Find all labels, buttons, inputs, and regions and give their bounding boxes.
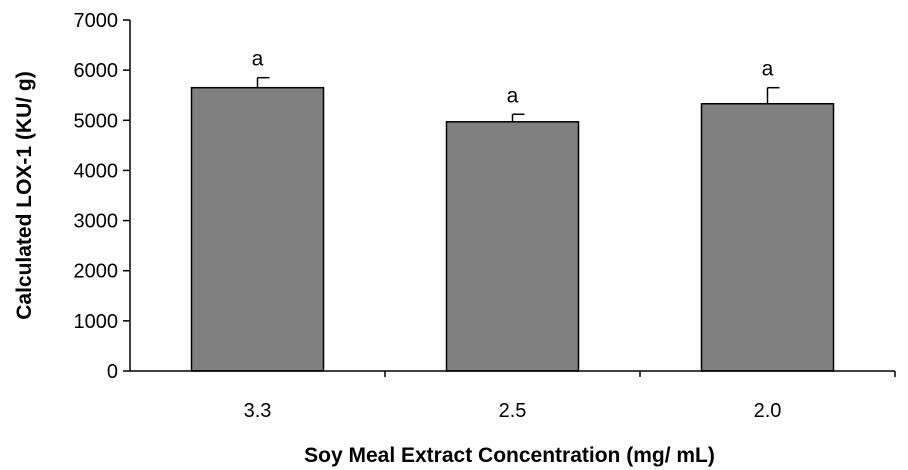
bar-2.0 <box>700 102 835 372</box>
significance-label: a <box>507 84 519 107</box>
x-tick-label: 3.3 <box>244 400 272 422</box>
significance-label: a <box>762 58 774 81</box>
y-tick-label: 1000 <box>74 311 119 333</box>
bar-3.3 <box>190 86 325 372</box>
y-axis-ticks: 0 1000 2000 3000 4000 5000 6000 7000 <box>74 10 130 383</box>
significance-label: a <box>252 48 264 71</box>
bar-2.5 <box>445 121 580 372</box>
y-tick-label: 2000 <box>74 261 119 283</box>
y-tick-label: 6000 <box>74 60 119 82</box>
x-axis-title: Soy Meal Extract Concentration (mg/ mL) <box>304 444 715 467</box>
y-tick-label: 3000 <box>74 211 119 233</box>
x-tick-label: 2.0 <box>754 400 782 422</box>
y-tick-label: 0 <box>107 361 118 383</box>
bars: a a a <box>190 48 835 372</box>
x-tick-label: 2.5 <box>499 400 527 422</box>
y-tick-label: 7000 <box>74 10 119 32</box>
x-axis-ticks: 3.3 2.5 2.0 <box>244 371 896 422</box>
y-axis-title: Calculated LOX-1 (KU/ g) <box>13 71 36 320</box>
y-tick-label: 5000 <box>74 110 119 132</box>
y-tick-label: 4000 <box>74 160 119 182</box>
